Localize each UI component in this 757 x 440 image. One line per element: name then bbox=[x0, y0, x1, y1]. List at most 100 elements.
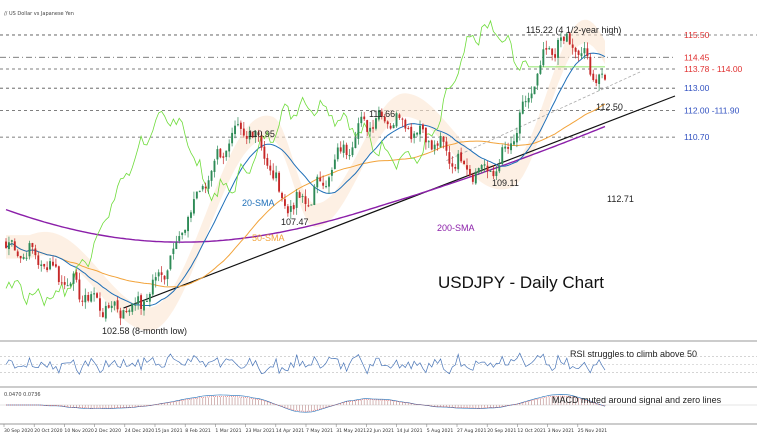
candle-body bbox=[163, 275, 166, 280]
candle-body bbox=[34, 248, 37, 256]
candle-body bbox=[125, 311, 128, 313]
candle-body bbox=[483, 164, 486, 166]
candle-body bbox=[201, 186, 204, 190]
candle-body bbox=[419, 125, 421, 135]
candle-body bbox=[395, 113, 398, 127]
candle-body bbox=[72, 273, 75, 284]
candle-body bbox=[145, 300, 148, 302]
candle-body bbox=[242, 128, 245, 136]
main-panel: // US Dollar vs Japanese Yen bbox=[4, 11, 74, 17]
candle-body bbox=[222, 156, 225, 158]
candle-body bbox=[316, 176, 319, 188]
annotation-peak1: 110.95 bbox=[248, 129, 275, 139]
candle-body bbox=[410, 126, 413, 140]
candle-body bbox=[524, 101, 527, 103]
candle-body bbox=[275, 172, 278, 179]
x-tick-label: 2 Dec 2020 bbox=[95, 428, 122, 434]
candle-body bbox=[598, 74, 601, 85]
x-tick-label: 22 Jun 2021 bbox=[366, 428, 394, 434]
candle-body bbox=[234, 125, 236, 135]
candle-body bbox=[128, 310, 131, 313]
candle-body bbox=[131, 303, 134, 312]
x-tick-label: 24 Dec 2020 bbox=[125, 428, 154, 434]
candle-body bbox=[172, 248, 175, 255]
candle-body bbox=[225, 150, 228, 158]
candle-body bbox=[237, 124, 239, 126]
candle-body bbox=[386, 121, 389, 125]
candle-body bbox=[286, 206, 289, 214]
annotation-trough1: 107.47 bbox=[281, 217, 309, 227]
candle-body bbox=[486, 165, 489, 172]
candle-body bbox=[81, 300, 84, 302]
candle-body bbox=[471, 174, 474, 182]
candle-body bbox=[369, 127, 372, 132]
candle-body bbox=[84, 294, 87, 303]
macd-line bbox=[6, 394, 606, 413]
candle-body bbox=[184, 229, 187, 233]
candle-body bbox=[251, 131, 254, 138]
candle-body bbox=[424, 127, 427, 143]
candle-body bbox=[192, 199, 195, 214]
x-tick-label: 12 Oct 2021 bbox=[517, 428, 545, 434]
candle-body bbox=[60, 282, 63, 284]
candle-body bbox=[439, 136, 442, 148]
candle-body bbox=[13, 241, 16, 251]
candle-body bbox=[307, 205, 310, 207]
candle-body bbox=[22, 256, 25, 259]
candle-body bbox=[207, 180, 210, 189]
candle-body bbox=[116, 300, 119, 310]
candle-body bbox=[175, 242, 178, 249]
candle-body bbox=[90, 294, 93, 302]
candle-body bbox=[157, 272, 160, 277]
candle-body bbox=[507, 147, 510, 149]
candle-body bbox=[562, 36, 565, 41]
candle-body bbox=[310, 204, 313, 206]
candle-body bbox=[577, 50, 580, 55]
candle-body bbox=[31, 243, 34, 247]
candle-body bbox=[190, 212, 192, 218]
candle-body bbox=[239, 122, 242, 129]
candle-body bbox=[383, 116, 386, 122]
candle-body bbox=[474, 171, 477, 184]
symbol-header: // US Dollar vs Japanese Yen bbox=[4, 11, 74, 17]
candle-body bbox=[292, 205, 295, 210]
candle-body bbox=[533, 86, 536, 95]
candle-body bbox=[592, 73, 595, 80]
candle-body bbox=[134, 304, 137, 306]
candle-body bbox=[595, 79, 598, 84]
candle-body bbox=[57, 266, 60, 283]
level-label: 113.78 - 114.00 bbox=[684, 64, 743, 74]
candle-body bbox=[457, 153, 460, 170]
x-tick-label: 27 Aug 2021 bbox=[457, 428, 487, 434]
candle-body bbox=[360, 116, 363, 124]
candle-body bbox=[342, 144, 345, 153]
candle-body bbox=[518, 112, 521, 134]
candle-body bbox=[245, 135, 248, 139]
candle-body bbox=[554, 54, 557, 58]
candle-body bbox=[16, 251, 19, 257]
candle-body bbox=[580, 53, 583, 57]
candle-body bbox=[195, 191, 198, 199]
candle-body bbox=[336, 147, 339, 160]
candle-body bbox=[492, 170, 495, 177]
candle-body bbox=[140, 295, 143, 309]
candle-body bbox=[231, 132, 234, 144]
candle-body bbox=[413, 133, 416, 138]
x-tick-label: 3 Nov 2021 bbox=[548, 428, 575, 434]
annotation-low: 102.58 (8-month low) bbox=[102, 326, 187, 336]
candle-body bbox=[495, 171, 498, 177]
candle-body bbox=[416, 132, 419, 135]
candle-body bbox=[93, 293, 96, 295]
candle-body bbox=[181, 232, 184, 236]
candle-body bbox=[466, 165, 468, 170]
candle-body bbox=[66, 285, 69, 287]
candle-body bbox=[454, 167, 457, 169]
level-label: 113.00 bbox=[684, 83, 710, 93]
candle-body bbox=[348, 155, 351, 157]
x-tick-label: 25 Nov 2021 bbox=[578, 428, 607, 434]
candle-body bbox=[198, 190, 201, 192]
annotation-mid1: 112.50 bbox=[596, 102, 623, 112]
macd-panel bbox=[0, 394, 757, 413]
candle-body bbox=[319, 177, 322, 182]
